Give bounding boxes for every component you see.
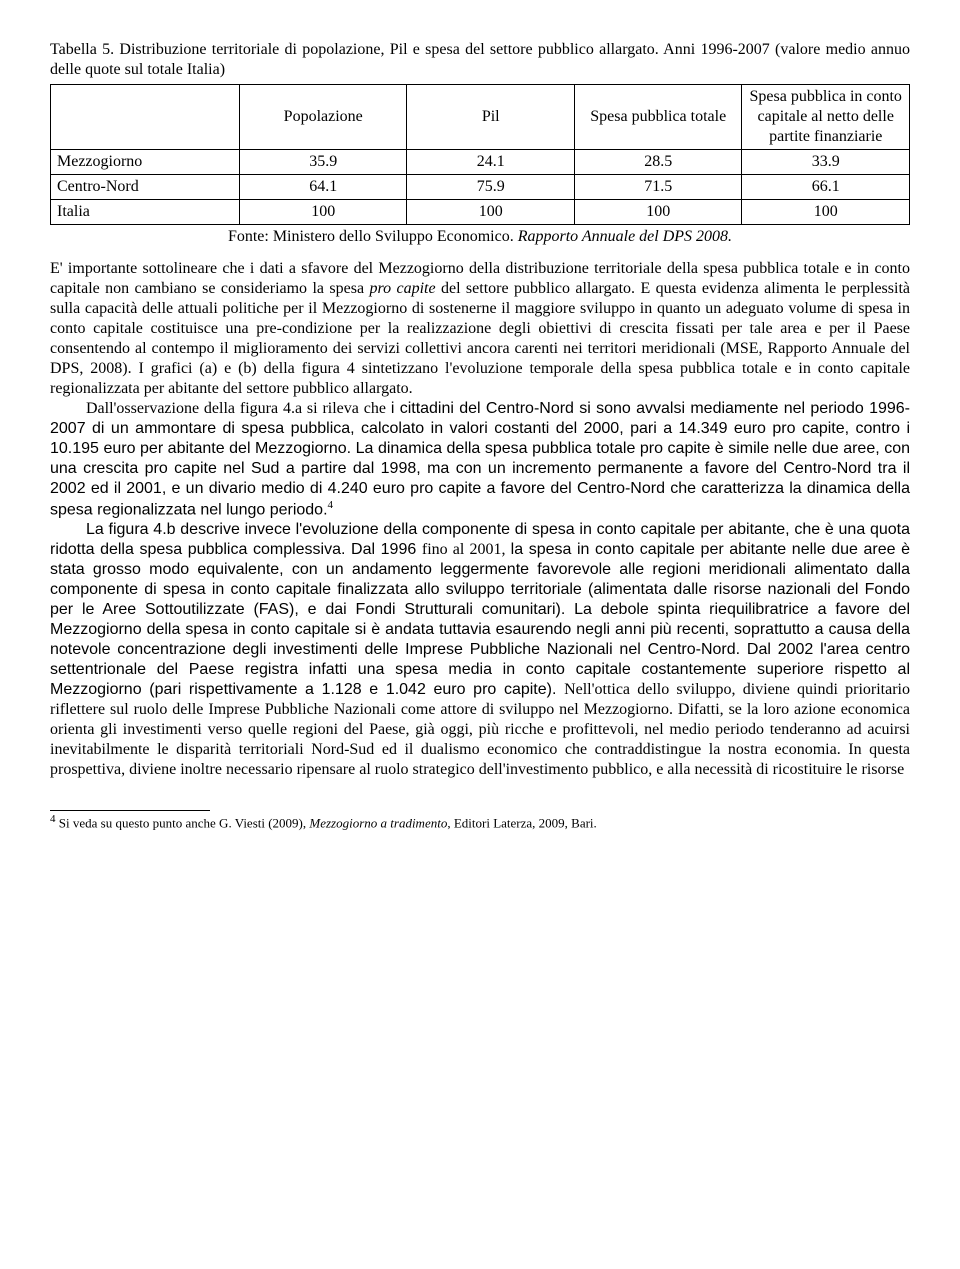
p3-text-c: fino al 2001, — [422, 541, 511, 558]
footnote-separator — [50, 810, 210, 811]
p1-text-c: del settore pubblico allargato. E questa… — [50, 280, 910, 397]
row-label: Italia — [51, 200, 240, 225]
row-val: 71.5 — [574, 175, 742, 200]
footnote-ref: 4 — [328, 499, 334, 511]
table-title: Tabella 5. Distribuzione territoriale di… — [50, 40, 910, 80]
row-label: Mezzogiorno — [51, 150, 240, 175]
p2-text-c: La dinamica della spesa pubblica totale … — [351, 440, 884, 457]
footnote: 4 Si veda su questo punto anche G. Viest… — [50, 813, 910, 832]
paragraph-3: La figura 4.b descrive invece l'evoluzio… — [50, 520, 910, 780]
row-val: 100 — [742, 200, 910, 225]
row-val: 35.9 — [239, 150, 407, 175]
header-spesa-totale: Spesa pubblica totale — [574, 85, 742, 150]
row-val: 100 — [407, 200, 575, 225]
paragraph-1: E' importante sottolineare che i dati a … — [50, 259, 910, 399]
table-row: Mezzogiorno 35.9 24.1 28.5 33.9 — [51, 150, 910, 175]
paragraph-2: Dall'osservazione della figura 4.a si ri… — [50, 399, 910, 520]
header-pil: Pil — [407, 85, 575, 150]
row-val: 66.1 — [742, 175, 910, 200]
table-caption: Fonte: Ministero dello Sviluppo Economic… — [50, 227, 910, 247]
table-header-row: Popolazione Pil Spesa pubblica totale Sp… — [51, 85, 910, 150]
caption-italic: Rapporto Annuale del DPS 2008. — [518, 228, 732, 245]
table-row: Italia 100 100 100 100 — [51, 200, 910, 225]
row-label: Centro-Nord — [51, 175, 240, 200]
header-spesa-capitale: Spesa pubblica in conto capitale al nett… — [742, 85, 910, 150]
caption-prefix: Fonte: Ministero dello Sviluppo Economic… — [228, 228, 518, 245]
p3-text-b: Dal 1996 — [345, 541, 421, 558]
table-row: Centro-Nord 64.1 75.9 71.5 66.1 — [51, 175, 910, 200]
footnote-text-c: , Editori Laterza, 2009, Bari. — [447, 816, 596, 831]
header-blank — [51, 85, 240, 150]
row-val: 28.5 — [574, 150, 742, 175]
row-val: 75.9 — [407, 175, 575, 200]
p1-text-b: pro capite — [369, 280, 435, 297]
row-val: 33.9 — [742, 150, 910, 175]
row-val: 100 — [574, 200, 742, 225]
data-table: Popolazione Pil Spesa pubblica totale Sp… — [50, 84, 910, 225]
row-val: 64.1 — [239, 175, 407, 200]
footnote-text-b: Mezzogiorno a tradimento — [309, 816, 447, 831]
header-popolazione: Popolazione — [239, 85, 407, 150]
row-val: 100 — [239, 200, 407, 225]
row-val: 24.1 — [407, 150, 575, 175]
footnote-text-a: Si veda su questo punto anche G. Viesti … — [56, 816, 310, 831]
p2-text-a: Dall'osservazione della figura 4.a si ri… — [86, 400, 391, 417]
